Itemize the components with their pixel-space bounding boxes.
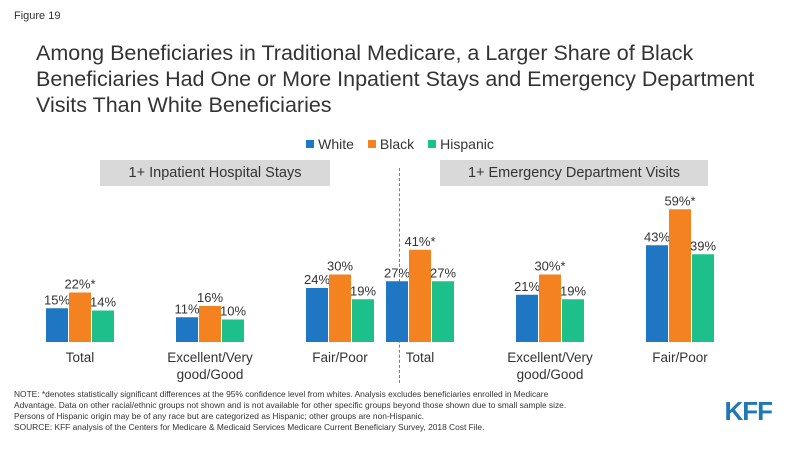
data-label: 43%: [644, 229, 670, 244]
bar-white: [306, 288, 328, 342]
bar-white: [386, 281, 408, 342]
panel-divider: [399, 168, 400, 383]
category-label: good/Good: [177, 367, 244, 382]
legend-swatch-hispanic: [428, 140, 437, 148]
note-line: Persons of Hispanic origin may be of any…: [14, 411, 425, 421]
legend-item-white: White: [306, 136, 354, 152]
data-label: 10%: [220, 304, 246, 319]
figure-label: Figure 19: [14, 10, 61, 22]
data-label: 27%: [430, 265, 456, 280]
bar-black: [329, 274, 351, 342]
category-label: Total: [406, 350, 435, 365]
legend-swatch-black: [367, 140, 376, 148]
legend-swatch-white: [306, 140, 315, 148]
data-label: 16%: [197, 290, 223, 305]
source-line: SOURCE: KFF analysis of the Centers for …: [14, 422, 485, 432]
panel-title-emergency: 1+ Emergency Department Visits: [440, 160, 708, 186]
bar-hispanic: [432, 281, 454, 342]
bar-hispanic: [92, 310, 114, 342]
legend-label-hispanic: Hispanic: [440, 136, 494, 152]
category-label: Fair/Poor: [312, 350, 368, 365]
bar-hispanic: [222, 319, 244, 342]
note-line: Advantage. Data on other racial/ethnic g…: [14, 400, 567, 410]
data-label: 59%*: [664, 193, 695, 208]
bar-hispanic: [692, 254, 714, 342]
category-label: Excellent/Very: [507, 350, 593, 365]
data-label: 30%*: [534, 259, 565, 274]
legend-item-hispanic: Hispanic: [428, 136, 494, 152]
bar-black: [539, 274, 561, 342]
bar-black: [69, 292, 91, 342]
data-label: 19%: [350, 283, 376, 298]
bar-white: [516, 294, 538, 342]
data-label: 14%: [90, 295, 116, 310]
category-label: good/Good: [517, 367, 584, 382]
data-label: 22%*: [64, 277, 95, 292]
category-label: Fair/Poor: [652, 350, 708, 365]
data-label: 39%: [690, 238, 716, 253]
bar-white: [46, 308, 68, 342]
data-label: 41%*: [404, 234, 435, 249]
bar-hispanic: [562, 299, 584, 342]
data-label: 24%: [304, 272, 330, 287]
data-label: 30%: [327, 259, 353, 274]
legend-item-black: Black: [367, 136, 415, 152]
bar-black: [669, 209, 691, 342]
legend: White Black Hispanic: [0, 136, 800, 152]
kff-logo: KFF: [724, 396, 773, 426]
bar-white: [646, 245, 668, 342]
notes: NOTE: *denotes statistically significant…: [14, 389, 734, 433]
category-label: Total: [66, 350, 95, 365]
bar-black: [199, 306, 221, 342]
legend-label-white: White: [318, 136, 354, 152]
category-label: Excellent/Very: [167, 350, 253, 365]
data-label: 11%: [174, 301, 199, 316]
chart-title: Among Beneficiaries in Traditional Medic…: [36, 41, 755, 117]
data-label: 27%: [384, 265, 410, 280]
bar-white: [176, 317, 198, 342]
data-label: 21%: [514, 279, 540, 294]
note-line: NOTE: *denotes statistically significant…: [14, 389, 549, 399]
bar-hispanic: [352, 299, 374, 342]
bar-black: [409, 249, 431, 342]
legend-label-black: Black: [379, 136, 415, 152]
panel-title-inpatient: 1+ Inpatient Hospital Stays: [100, 160, 330, 186]
data-label: 15%: [44, 292, 70, 307]
data-label: 19%: [560, 283, 586, 298]
